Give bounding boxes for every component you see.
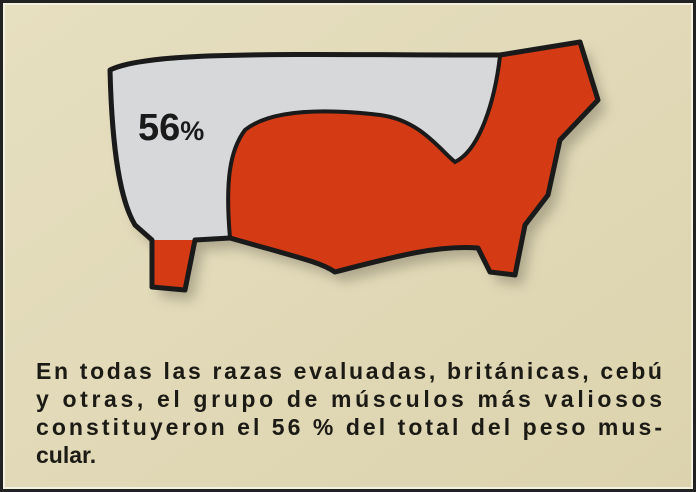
page: 56% En todas las razas evaluadas, britán… xyxy=(0,0,696,492)
caption-line: En todas las razas evaluadas, británicas… xyxy=(36,358,662,384)
caption-line: y otras, el grupo de músculos más valios… xyxy=(36,386,662,412)
percent-number: 56 xyxy=(138,107,180,149)
infographic: 56% En todas las razas evaluadas, britán… xyxy=(0,0,696,492)
percent-unit: % xyxy=(180,116,204,146)
caption-line: cular. xyxy=(36,442,96,468)
